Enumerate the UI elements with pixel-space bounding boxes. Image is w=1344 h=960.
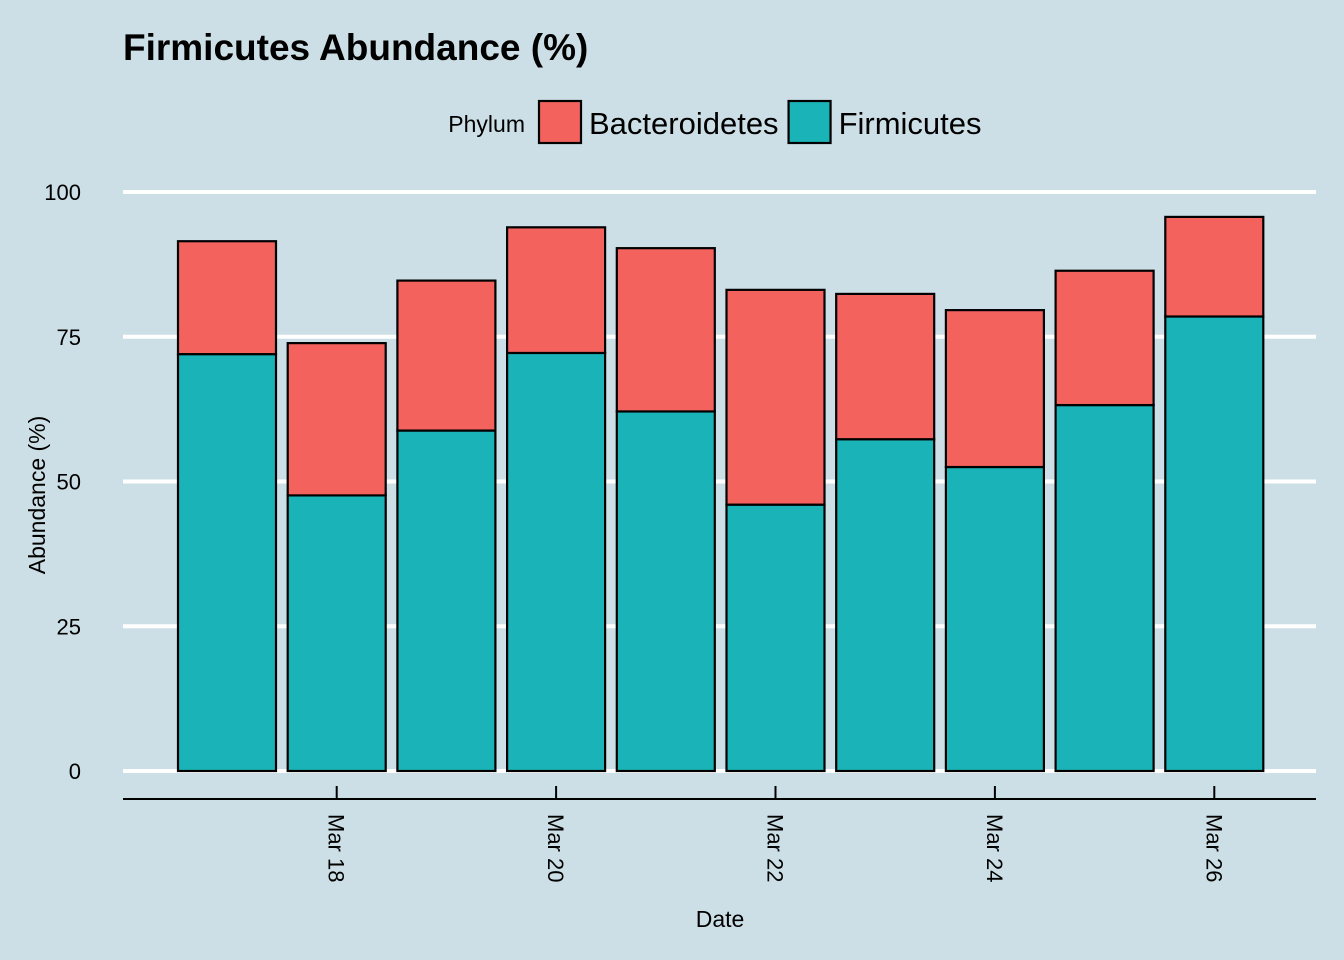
bar-firmicutes (835, 438, 936, 773)
bar-firmicutes (944, 465, 1046, 773)
legend-swatch-firmicutes (787, 99, 832, 145)
y-axis-title: Abundance (%) (24, 416, 50, 575)
legend-swatch-bacteroidetes (537, 99, 583, 145)
x-tick-label: Mar 26 (1201, 814, 1226, 882)
bar-firmicutes (286, 494, 387, 773)
bar-bacteroidetes (944, 309, 1046, 469)
y-tick-label: 0 (69, 759, 81, 784)
x-axis-title: Date (696, 906, 745, 932)
x-tick-label: Mar 20 (543, 814, 568, 882)
y-tick-label: 100 (44, 180, 81, 205)
bar-bacteroidetes (506, 226, 607, 355)
bar-bacteroidetes (835, 292, 936, 441)
bar-firmicutes (176, 353, 278, 773)
bars (176, 215, 1265, 773)
bar-bacteroidetes (725, 288, 826, 506)
bar-bacteroidetes (1164, 215, 1265, 318)
x-tick-label: Mar 22 (763, 814, 788, 882)
bar-firmicutes (396, 429, 497, 773)
bar-firmicutes (506, 351, 607, 773)
y-tick-label: 75 (57, 325, 81, 350)
legend-label-bacteroidetes: Bacteroidetes (589, 106, 779, 141)
x-ticks: Mar 18 Mar 20 Mar 22 Mar 24 Mar 26 (324, 786, 1226, 882)
bar-bacteroidetes (286, 342, 387, 497)
x-tick-label: Mar 18 (324, 814, 349, 882)
legend-title: Phylum (448, 111, 525, 137)
bar-bacteroidetes (1054, 269, 1155, 407)
bar-firmicutes (1054, 403, 1155, 773)
bar-bacteroidetes (176, 240, 278, 356)
y-ticks: 0 25 50 75 100 (44, 180, 81, 784)
y-tick-label: 25 (57, 614, 81, 639)
chart-title: Firmicutes Abundance (%) (123, 27, 588, 68)
bar-firmicutes (615, 410, 716, 773)
bar-bacteroidetes (615, 247, 716, 413)
bar-firmicutes (1164, 315, 1265, 773)
x-tick-label: Mar 24 (982, 814, 1007, 882)
legend-label-firmicutes: Firmicutes (839, 106, 982, 141)
bar-bacteroidetes (396, 279, 497, 432)
y-tick-label: 50 (57, 470, 81, 495)
legend: Phylum Bacteroidetes Firmicutes (448, 99, 982, 145)
legend-items: Bacteroidetes Firmicutes (537, 99, 982, 145)
bar-firmicutes (725, 503, 826, 773)
